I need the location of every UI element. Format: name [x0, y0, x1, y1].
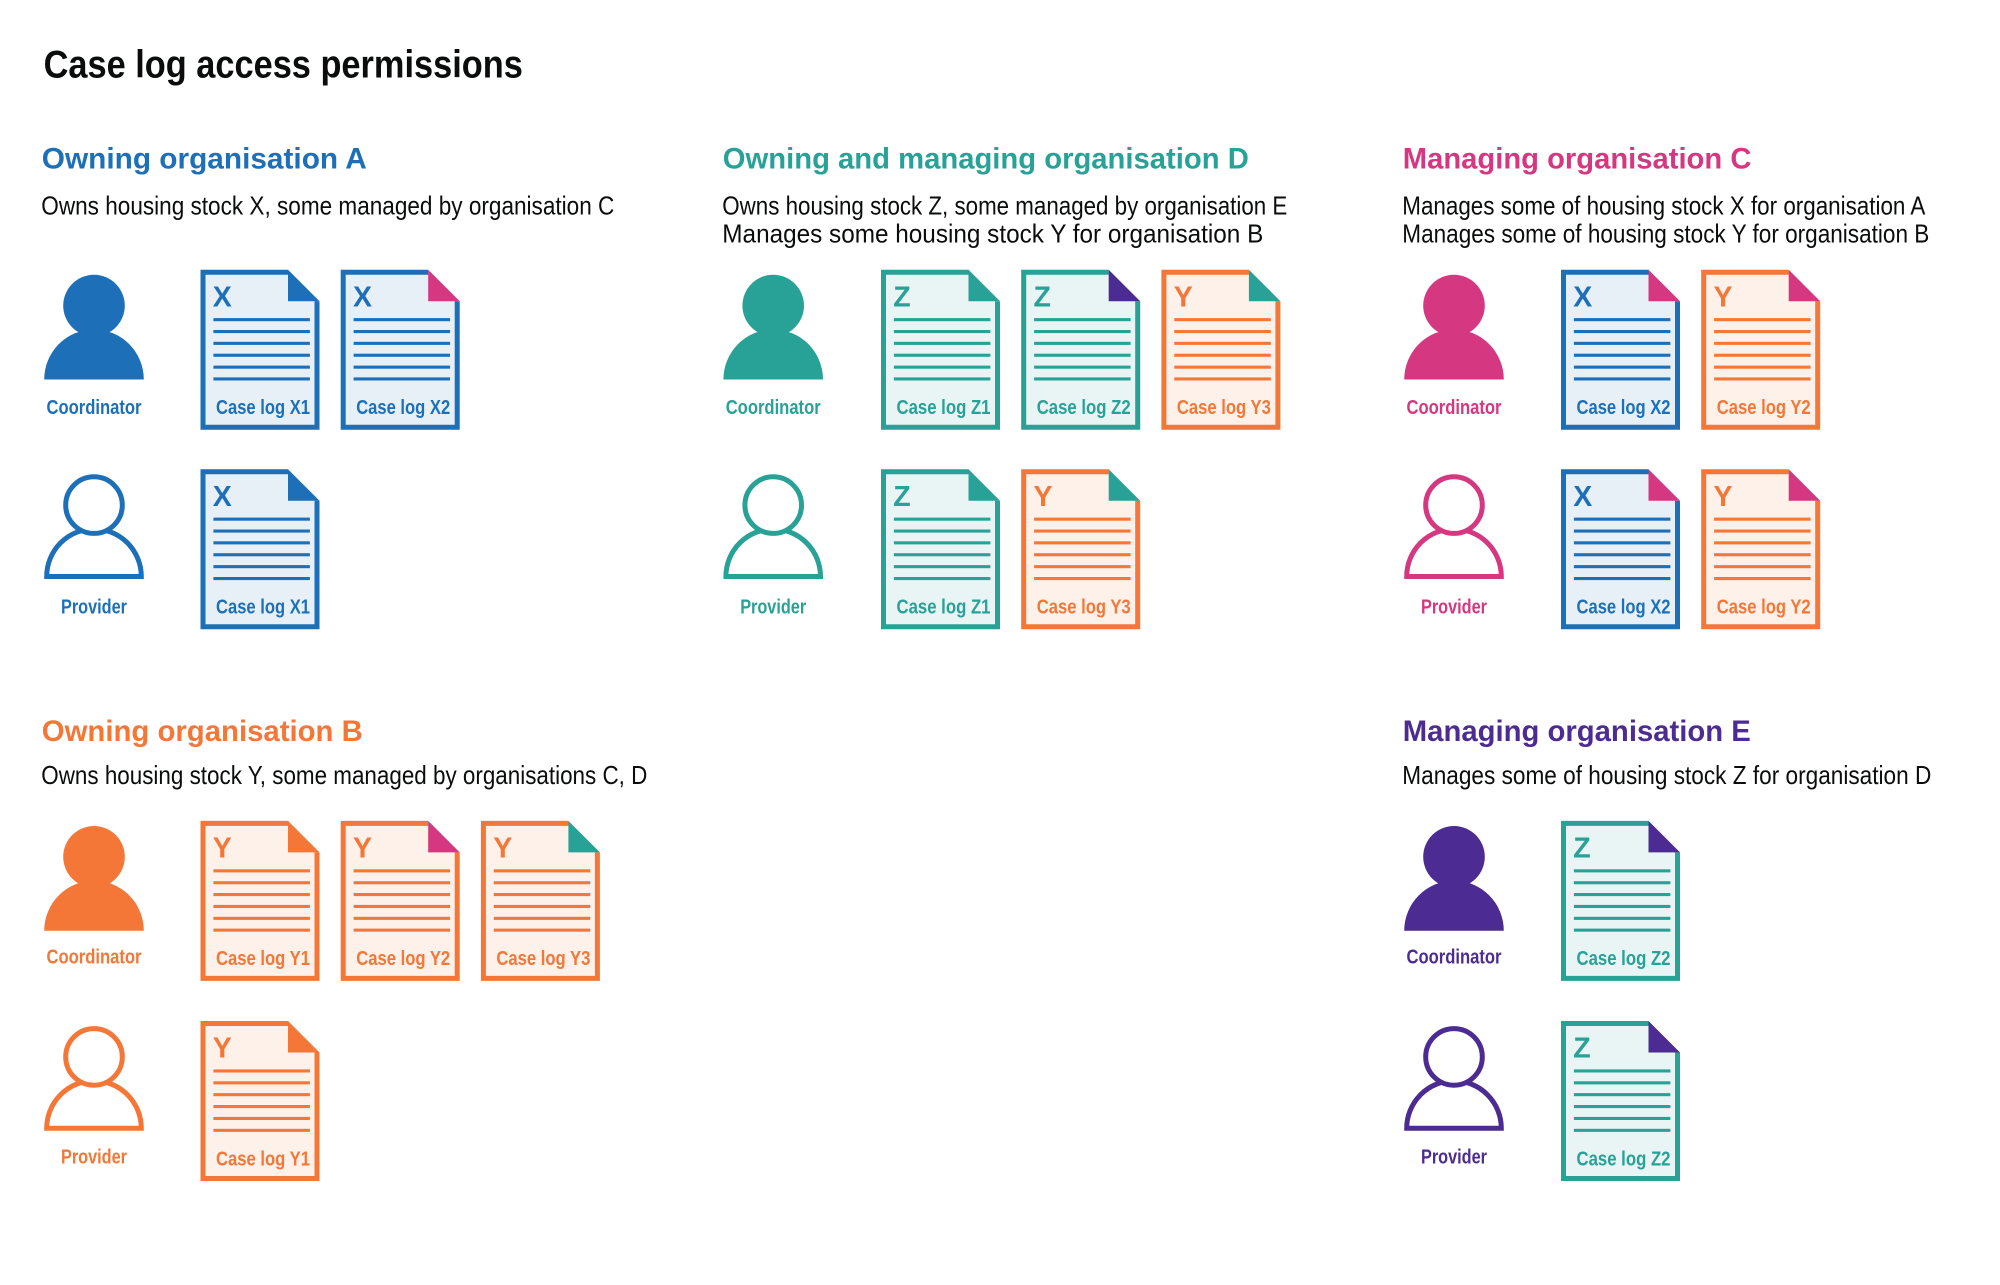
- svg-text:Coordinator: Coordinator: [47, 397, 142, 419]
- svg-text:Provider: Provider: [61, 1147, 127, 1169]
- svg-text:Y: Y: [353, 833, 372, 865]
- svg-text:Case log Y1: Case log Y1: [216, 1148, 310, 1170]
- svg-text:Case log X1: Case log X1: [216, 597, 310, 619]
- svg-text:Case log Y2: Case log Y2: [1717, 597, 1811, 619]
- svg-text:Y: Y: [1034, 481, 1053, 513]
- svg-text:Z: Z: [893, 481, 910, 513]
- svg-text:Coordinator: Coordinator: [726, 397, 821, 419]
- svg-text:Case log X2: Case log X2: [1577, 397, 1671, 419]
- svg-text:X: X: [1573, 481, 1592, 513]
- svg-text:X: X: [1573, 281, 1592, 313]
- svg-text:Case log X2: Case log X2: [1577, 597, 1671, 619]
- svg-text:Managing organisation C: Managing organisation C: [1403, 143, 1752, 176]
- svg-text:Manages some of housing stock: Manages some of housing stock Y for orga…: [1402, 219, 1929, 249]
- svg-text:Case log Y1: Case log Y1: [216, 948, 310, 970]
- svg-text:Case log Y2: Case log Y2: [1717, 397, 1811, 419]
- svg-text:Owning organisation B: Owning organisation B: [42, 715, 363, 748]
- svg-text:Owns housing stock Z, some man: Owns housing stock Z, some managed by or…: [722, 191, 1287, 221]
- svg-text:Y: Y: [213, 833, 232, 865]
- svg-text:Case log Y3: Case log Y3: [1037, 597, 1131, 619]
- svg-text:Case log access permissions: Case log access permissions: [44, 43, 523, 86]
- svg-text:Y: Y: [1714, 281, 1733, 313]
- svg-text:Y: Y: [493, 833, 512, 865]
- svg-text:X: X: [213, 281, 232, 313]
- svg-text:Y: Y: [213, 1033, 232, 1065]
- svg-text:Provider: Provider: [1421, 1147, 1487, 1169]
- svg-text:Owning organisation A: Owning organisation A: [42, 143, 367, 176]
- svg-text:Y: Y: [1174, 281, 1193, 313]
- svg-text:Coordinator: Coordinator: [1407, 397, 1502, 419]
- svg-text:Case log Z2: Case log Z2: [1037, 397, 1131, 419]
- svg-text:Managing organisation E: Managing organisation E: [1403, 715, 1751, 748]
- svg-text:Case log Z1: Case log Z1: [897, 597, 991, 619]
- svg-text:X: X: [353, 281, 372, 313]
- svg-text:Case log Z2: Case log Z2: [1577, 948, 1671, 970]
- svg-text:Provider: Provider: [61, 597, 127, 619]
- svg-text:Z: Z: [1034, 281, 1051, 313]
- svg-text:Manages some of housing stock: Manages some of housing stock X for orga…: [1402, 191, 1926, 221]
- svg-text:Case log Z2: Case log Z2: [1577, 1148, 1671, 1170]
- svg-text:Y: Y: [1714, 481, 1733, 513]
- svg-text:Z: Z: [893, 281, 910, 313]
- svg-text:Case log X2: Case log X2: [356, 397, 450, 419]
- svg-text:Manages some of housing stock: Manages some of housing stock Z for orga…: [1402, 760, 1931, 790]
- svg-text:Case log Y2: Case log Y2: [356, 948, 450, 970]
- svg-text:Case log Y3: Case log Y3: [1177, 397, 1271, 419]
- svg-text:Provider: Provider: [740, 597, 806, 619]
- svg-text:Coordinator: Coordinator: [1407, 946, 1502, 968]
- svg-text:Owns housing stock Y, some man: Owns housing stock Y, some managed by or…: [41, 760, 647, 790]
- svg-text:Provider: Provider: [1421, 597, 1487, 619]
- svg-text:Coordinator: Coordinator: [47, 946, 142, 968]
- svg-text:Manages some housing stock Y f: Manages some housing stock Y for organis…: [722, 219, 1263, 249]
- svg-text:Z: Z: [1573, 1033, 1590, 1065]
- svg-text:Z: Z: [1573, 833, 1590, 865]
- svg-text:Case log Y3: Case log Y3: [496, 948, 590, 970]
- svg-text:Case log Z1: Case log Z1: [897, 397, 991, 419]
- svg-text:Owns housing stock X, some man: Owns housing stock X, some managed by or…: [41, 191, 614, 221]
- svg-text:Case log X1: Case log X1: [216, 397, 310, 419]
- svg-text:X: X: [213, 481, 232, 513]
- svg-text:Owning and managing organisati: Owning and managing organisation D: [723, 143, 1249, 176]
